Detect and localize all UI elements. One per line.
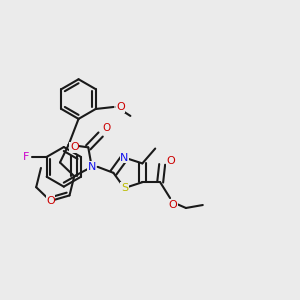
Text: N: N	[88, 162, 96, 172]
Text: F: F	[23, 152, 29, 162]
Text: O: O	[116, 102, 125, 112]
Text: S: S	[121, 183, 128, 193]
Text: O: O	[167, 156, 176, 167]
Text: O: O	[103, 123, 111, 133]
Text: N: N	[120, 153, 129, 163]
Text: O: O	[46, 196, 55, 206]
Text: O: O	[169, 200, 177, 210]
Text: O: O	[70, 142, 79, 152]
